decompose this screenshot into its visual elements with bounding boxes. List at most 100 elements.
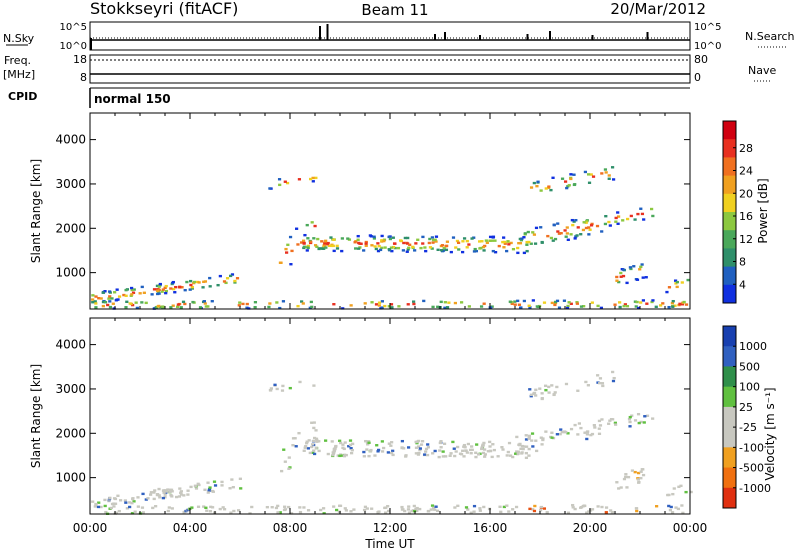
- echo-cell: [670, 301, 675, 305]
- echo-cell: [613, 303, 617, 306]
- echo-cell: [372, 235, 376, 238]
- y-tick-label: 1000: [55, 471, 86, 485]
- echo-cell: [673, 304, 677, 307]
- echo-cell: [538, 387, 542, 390]
- echo-cell: [362, 455, 366, 458]
- echo-cell: [125, 300, 129, 303]
- echo-cell: [306, 237, 310, 240]
- echo-cell: [213, 484, 218, 487]
- echo-cell: [156, 290, 161, 294]
- echo-cell: [269, 387, 273, 390]
- echo-cell: [528, 507, 532, 511]
- echo-cell: [518, 241, 523, 245]
- echo-cell: [369, 448, 373, 452]
- echo-cell: [607, 177, 611, 180]
- echo-cell: [461, 240, 465, 243]
- echo-cell: [441, 450, 445, 453]
- echo-cell: [608, 419, 612, 422]
- echo-cell: [131, 291, 136, 294]
- echo-cell: [416, 445, 421, 448]
- echo-cell: [639, 420, 643, 424]
- echo-cell: [545, 511, 549, 514]
- colorbar-segment: [723, 427, 736, 448]
- echo-cell: [233, 279, 237, 283]
- echo-cell: [245, 306, 249, 309]
- echo-cell: [637, 481, 641, 484]
- echo-cell: [588, 228, 592, 231]
- echo-cell: [308, 451, 312, 455]
- echo-cell: [170, 507, 174, 510]
- colorbar-segment: [723, 121, 736, 140]
- echo-cell: [641, 473, 646, 477]
- echo-cell: [376, 249, 381, 253]
- echo-cell: [414, 452, 418, 455]
- echo-cell: [526, 230, 530, 234]
- echo-cell: [236, 509, 241, 512]
- echo-cell: [596, 374, 600, 377]
- echo-cell: [524, 456, 529, 460]
- echo-cell: [149, 491, 153, 494]
- echo-cell: [406, 236, 410, 240]
- echo-cell: [451, 236, 456, 239]
- echo-cell: [140, 285, 144, 289]
- echo-cell: [618, 305, 622, 309]
- echo-cell: [411, 245, 415, 249]
- echo-cell: [297, 431, 301, 435]
- echo-cell: [176, 303, 180, 306]
- echo-cell: [183, 302, 187, 306]
- echo-cell: [547, 185, 551, 188]
- colorbar-segment: [723, 157, 736, 177]
- echo-cell: [113, 291, 117, 294]
- echo-cell: [640, 212, 645, 216]
- echo-cell: [362, 508, 367, 512]
- echo-cell: [291, 443, 295, 447]
- echo-cell: [515, 435, 519, 439]
- echo-cell: [197, 483, 201, 487]
- time-axis-labels: 00:00 04:00 08:00 12:00 16:00 20:00 00:00: [73, 521, 708, 535]
- echo-cell: [475, 443, 479, 446]
- echo-cell: [133, 510, 137, 513]
- echo-cell: [678, 302, 682, 306]
- echo-cell: [581, 228, 586, 232]
- echo-cell: [584, 226, 589, 230]
- echo-cell: [194, 487, 199, 490]
- echo-cell: [584, 221, 588, 224]
- echo-cell: [212, 480, 217, 483]
- echo-cell: [462, 237, 467, 240]
- echo-cell: [202, 300, 207, 303]
- echo-cell: [571, 506, 575, 509]
- echo-cell: [586, 173, 591, 176]
- echo-cell: [565, 306, 570, 310]
- echo-cell: [486, 450, 490, 453]
- echo-cell: [547, 385, 551, 389]
- echo-cell: [551, 176, 555, 179]
- echo-cell: [485, 241, 489, 244]
- echo-cell: [332, 505, 336, 508]
- echo-cell: [96, 505, 101, 509]
- echo-cell: [407, 505, 411, 508]
- echo-cell: [364, 242, 368, 245]
- echo-cell: [283, 180, 287, 183]
- echo-cell: [560, 177, 565, 180]
- echo-cell: [530, 439, 534, 442]
- echo-cell: [456, 504, 460, 508]
- echo-cell: [549, 188, 553, 192]
- echo-cell: [319, 508, 323, 512]
- echo-cell: [681, 511, 685, 515]
- echo-cell: [171, 304, 175, 307]
- echo-cell: [197, 281, 201, 284]
- echo-cell: [99, 505, 103, 509]
- echo-cell: [559, 428, 563, 431]
- echo-cell: [590, 432, 595, 436]
- echo-cell: [676, 507, 680, 511]
- echo-cell: [622, 304, 626, 308]
- echo-cell: [337, 510, 342, 513]
- echo-cell: [596, 505, 600, 508]
- echo-cell: [516, 452, 520, 455]
- echo-cell: [514, 452, 518, 455]
- echo-cell: [136, 505, 140, 508]
- echo-cell: [162, 491, 166, 494]
- echo-cell: [278, 183, 282, 187]
- echo-cell: [635, 509, 639, 513]
- echo-cell: [315, 245, 319, 249]
